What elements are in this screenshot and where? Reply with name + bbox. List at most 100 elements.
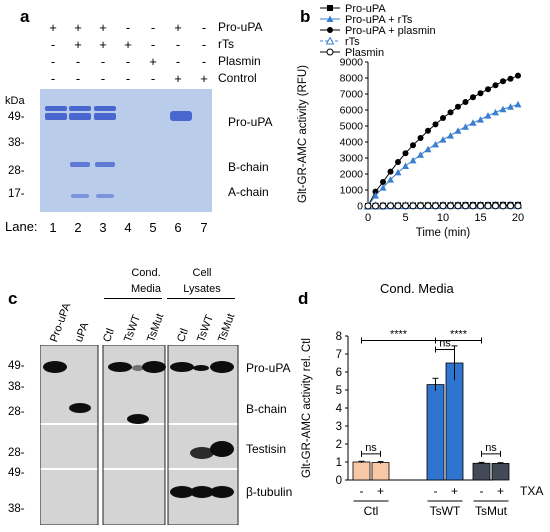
blot-band xyxy=(210,361,234,373)
blot-label-b-chain: B-chain xyxy=(246,402,287,416)
txa-sign: + xyxy=(377,484,384,498)
treatment-sign: + xyxy=(174,20,182,35)
treatment-sign: - xyxy=(175,37,181,52)
significance-bracket-label: ns xyxy=(485,442,497,454)
data-point xyxy=(417,151,424,158)
data-point xyxy=(364,202,372,210)
data-point xyxy=(402,162,409,169)
data-point xyxy=(485,86,491,93)
bar xyxy=(445,362,464,481)
data-point xyxy=(432,121,439,128)
bar xyxy=(472,462,491,481)
data-point xyxy=(372,202,379,210)
legend-swatch-marker xyxy=(325,36,335,45)
blot-lane-label: TsMut xyxy=(216,312,238,344)
treatment-label: rTs xyxy=(218,37,234,51)
marker-label: 17- xyxy=(8,188,25,200)
y-tick-label: 7000 xyxy=(340,89,364,101)
data-point xyxy=(477,90,484,97)
data-point xyxy=(402,202,409,210)
blot-strip-divider xyxy=(40,423,238,425)
data-point xyxy=(387,202,394,210)
data-point xyxy=(417,135,424,141)
y-tick-label: 6 xyxy=(336,367,342,379)
data-point xyxy=(514,202,522,210)
data-point xyxy=(500,78,506,85)
data-point xyxy=(454,202,462,210)
treatment-sign: + xyxy=(200,71,208,86)
panel-c-letter: c xyxy=(8,289,18,308)
data-point xyxy=(492,82,499,89)
data-point xyxy=(477,116,484,123)
treatment-sign: - xyxy=(50,54,56,69)
treatment-sign: - xyxy=(150,71,156,86)
data-point xyxy=(492,108,499,116)
lane-label: Lane: xyxy=(5,219,38,234)
y-tick-label: 0 xyxy=(357,201,363,213)
blot-frame xyxy=(102,345,166,525)
data-point xyxy=(499,105,507,113)
x-tick-label: 10 xyxy=(437,212,449,224)
treatment-sign: + xyxy=(74,37,82,52)
data-point xyxy=(507,75,514,82)
y-tick-label: 6000 xyxy=(340,105,364,117)
data-point xyxy=(462,123,469,130)
treatment-sign: + xyxy=(99,20,107,35)
blot-frame xyxy=(167,345,239,525)
panel-d-letter: d xyxy=(298,289,309,308)
blot-lane-label: TsMut xyxy=(145,312,167,344)
treatment-sign: + xyxy=(174,71,182,86)
blot-marker-label: 28- xyxy=(8,406,25,418)
data-point xyxy=(387,176,394,183)
data-point xyxy=(379,202,387,210)
data-point xyxy=(402,150,409,157)
treatment-sign: - xyxy=(125,54,131,69)
lane-number: 7 xyxy=(200,220,208,235)
significance-bracket-label: **** xyxy=(450,329,468,341)
y-tick-label: 0 xyxy=(336,475,342,487)
lane-number: 1 xyxy=(49,220,57,235)
legend-label: Plasmin xyxy=(345,47,384,59)
txa-sign: - xyxy=(480,484,484,498)
marker-label: 49- xyxy=(8,111,25,123)
y-axis-label: Glt-GR-AMC activity rel. Ctl xyxy=(301,338,313,478)
lane-number: 2 xyxy=(74,220,82,235)
group-label-cell-lysates-line2: Lysates xyxy=(183,283,221,295)
x-tick-label: 15 xyxy=(474,212,486,224)
blot-frame xyxy=(40,345,99,525)
band-a-chain xyxy=(96,194,114,198)
blot-lane-label: TsWT xyxy=(195,313,216,344)
marker-label: 38- xyxy=(8,137,25,149)
data-point xyxy=(395,159,401,165)
treatment-label: Control xyxy=(218,71,257,85)
blot-marker-label: 38- xyxy=(8,503,25,515)
x-tick-label: 5 xyxy=(402,212,408,224)
treatment-sign: - xyxy=(100,71,106,86)
data-point xyxy=(432,140,439,148)
data-point xyxy=(387,168,394,175)
band-b-chain xyxy=(95,162,115,167)
blot-lane-label: Pro-uPA xyxy=(48,301,74,344)
txa-sign: + xyxy=(451,484,458,498)
blot-band xyxy=(210,486,234,498)
treatment-sign: - xyxy=(75,71,81,86)
data-point xyxy=(372,188,379,195)
kda-label: kDa xyxy=(5,95,25,107)
data-point xyxy=(447,132,454,139)
txa-sign: - xyxy=(360,484,364,498)
series-pro-upa-rts xyxy=(364,100,522,209)
band-pro-upa-upper xyxy=(69,106,91,111)
chart-title: Cond. Media xyxy=(380,281,454,296)
band-pro-upa-lower xyxy=(45,113,67,120)
data-point xyxy=(380,179,386,185)
band-a-chain xyxy=(71,194,89,198)
treatment-label: Pro-uPA xyxy=(218,20,263,34)
treatment-sign: + xyxy=(149,54,157,69)
data-point xyxy=(462,99,469,105)
y-tick-label: 8000 xyxy=(340,73,364,85)
legend-label: Pro-uPA xyxy=(345,3,386,15)
band-pro-upa-upper xyxy=(94,106,116,111)
txa-sign: + xyxy=(497,484,504,498)
lane-number: 6 xyxy=(174,220,182,235)
y-tick-label: 4 xyxy=(336,403,343,415)
